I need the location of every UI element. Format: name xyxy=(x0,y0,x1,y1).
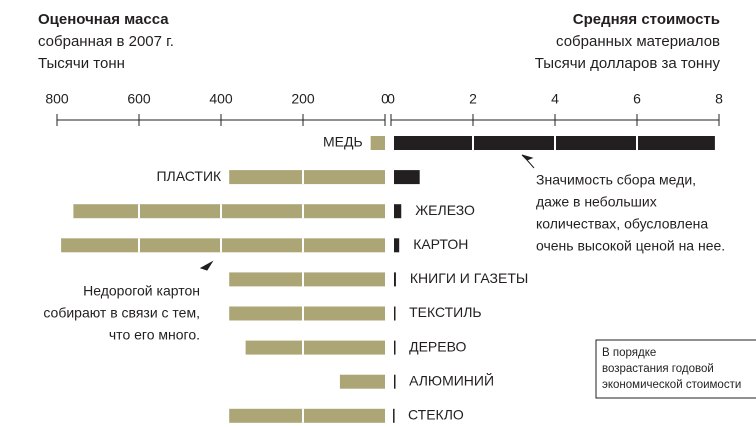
category-label: АЛЮМИНИЙ xyxy=(409,371,494,388)
x-tick-label: 2 xyxy=(469,91,477,107)
axis-title: собранная в 2007 г. xyxy=(38,33,174,50)
note: В порядке xyxy=(602,347,656,359)
annotation: очень высокой ценой на нее. xyxy=(536,238,725,254)
annotation: что его много. xyxy=(109,327,200,343)
x-tick-label: 0 xyxy=(381,91,389,107)
bar xyxy=(394,272,396,287)
axis-title: Средняя стоимость xyxy=(573,11,720,28)
x-tick-label: 400 xyxy=(209,91,233,107)
bar xyxy=(73,204,386,219)
arrow xyxy=(199,260,214,271)
annotation: количествах, обусловлена xyxy=(536,216,708,232)
axis-title: Тысячи тонн xyxy=(38,55,125,72)
category-label: МЕДЬ xyxy=(323,134,363,150)
bar xyxy=(394,374,396,389)
annotation: даже в небольших xyxy=(536,194,657,210)
annotation: собирают в связи с тем, xyxy=(43,305,200,321)
category-label: КНИГИ И ГАЗЕТЫ xyxy=(410,270,528,286)
bar xyxy=(61,238,385,253)
bar xyxy=(393,408,395,423)
bar xyxy=(394,238,400,253)
x-tick-label: 6 xyxy=(633,91,641,107)
category-label: ПЛАСТИК xyxy=(156,168,222,184)
bar xyxy=(394,306,396,321)
category-label: ТЕКСТИЛЬ xyxy=(409,304,482,320)
bar xyxy=(339,374,385,389)
arrow xyxy=(521,154,535,169)
category-label: ДЕРЕВО xyxy=(409,338,466,354)
x-tick-label: 4 xyxy=(551,91,559,107)
axis-title: Тысячи долларов за тонну xyxy=(535,55,721,72)
x-tick-label: 800 xyxy=(45,91,69,107)
bar xyxy=(245,340,385,355)
bar xyxy=(229,408,385,423)
bar xyxy=(229,306,385,321)
axis-title: Оценочная масса xyxy=(38,11,169,28)
annotation: Недорогой картон xyxy=(83,283,200,299)
x-tick-label: 600 xyxy=(127,91,151,107)
annotation: Значимость сбора меди, xyxy=(536,172,696,188)
axis-title: собранных материалов xyxy=(556,33,720,50)
note: экономической стоимости xyxy=(602,379,741,391)
category-label: КАРТОН xyxy=(413,236,468,252)
x-tick-label: 200 xyxy=(291,91,315,107)
note-box xyxy=(595,339,756,399)
bar xyxy=(370,136,385,150)
bar xyxy=(394,170,420,185)
bar xyxy=(394,204,402,219)
bar xyxy=(394,340,396,355)
note: возрастания годовой xyxy=(602,363,714,375)
x-tick-label: 8 xyxy=(715,91,723,107)
bar xyxy=(229,272,385,287)
x-tick-label: 0 xyxy=(387,91,395,107)
category-label: СТЕКЛО xyxy=(408,407,464,423)
category-label: ЖЕЛЕЗО xyxy=(415,202,475,218)
bar xyxy=(229,170,385,185)
